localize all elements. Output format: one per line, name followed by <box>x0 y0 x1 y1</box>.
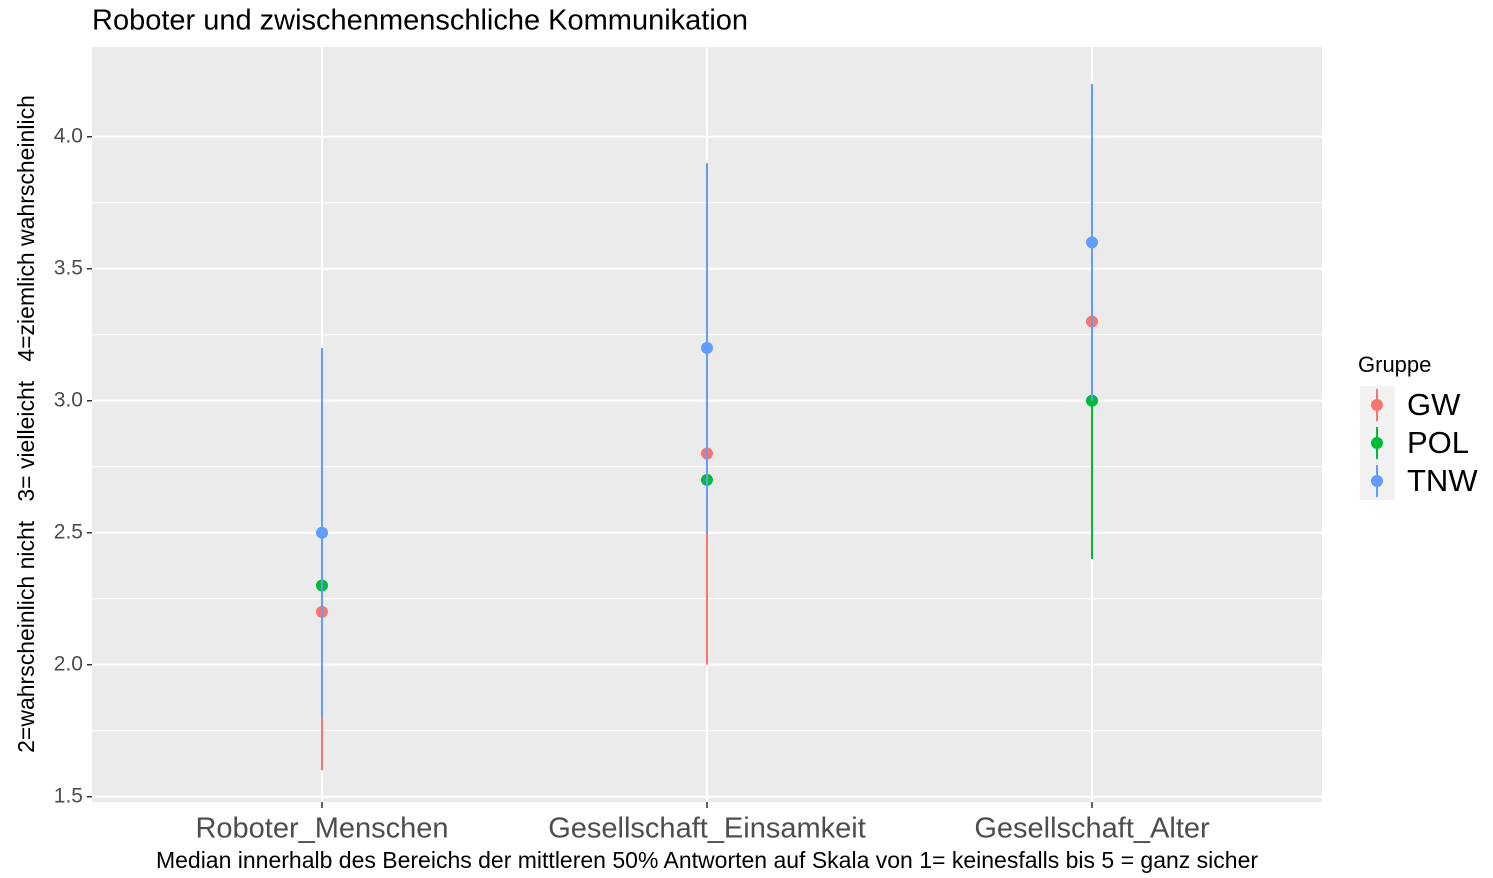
x-axis-label: Median innerhalb des Bereichs der mittle… <box>156 847 1258 873</box>
chart-title: Roboter und zwischenmenschliche Kommunik… <box>92 5 748 37</box>
x-tick-label: Gesellschaft_Einsamkeit <box>548 813 866 845</box>
legend-key-point <box>1371 437 1383 449</box>
legend-label: POL <box>1407 425 1469 460</box>
point <box>1086 236 1098 249</box>
y-tick-label: 3.0 <box>54 388 83 411</box>
y-tick-label: 2.5 <box>54 520 83 543</box>
x-tick-label: Roboter_Menschen <box>195 813 448 845</box>
legend-label: TNW <box>1407 463 1478 498</box>
y-tick-label: 4.0 <box>54 124 83 147</box>
y-axis-label: 2=wahrscheinlich nicht 3= vielleicht 4=z… <box>13 95 39 753</box>
legend-label: GW <box>1407 387 1461 422</box>
point <box>316 526 328 539</box>
y-tick-label: 3.5 <box>54 256 83 279</box>
y-tick-label: 1.5 <box>54 784 83 807</box>
legend-key-point <box>1371 475 1383 487</box>
x-tick-label: Gesellschaft_Alter <box>974 813 1210 845</box>
legend-key-point <box>1371 399 1383 411</box>
point <box>701 341 713 354</box>
legend-title: Gruppe <box>1358 352 1431 377</box>
y-tick-label: 2.0 <box>54 652 83 675</box>
